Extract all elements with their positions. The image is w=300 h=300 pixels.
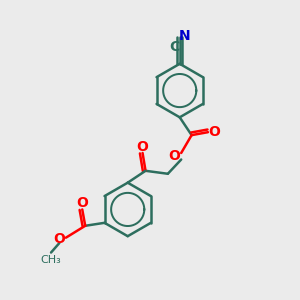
Text: N: N [179, 28, 190, 43]
Text: O: O [208, 125, 220, 139]
Text: O: O [169, 149, 181, 163]
Text: O: O [136, 140, 148, 154]
Text: CH₃: CH₃ [41, 255, 62, 265]
Text: O: O [76, 196, 88, 210]
Text: C: C [169, 40, 180, 55]
Text: O: O [53, 232, 65, 246]
